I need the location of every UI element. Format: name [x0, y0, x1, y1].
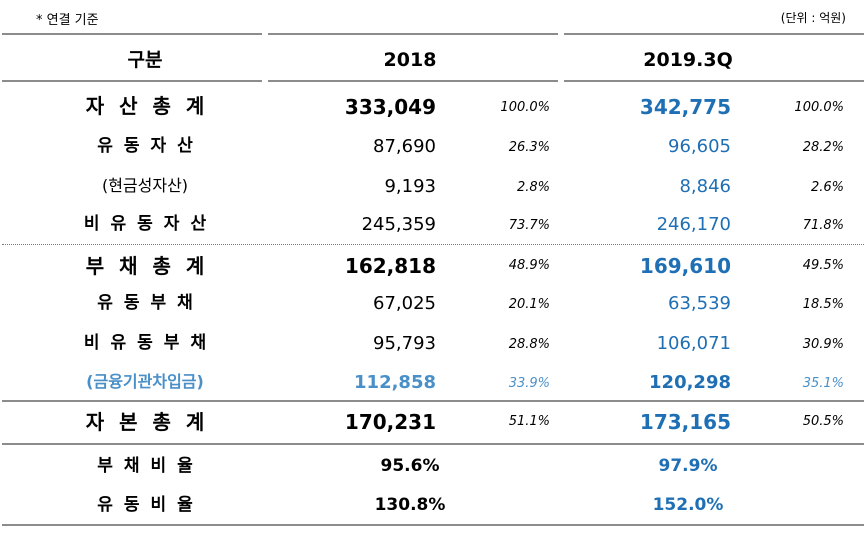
header-rule-2018	[268, 80, 558, 82]
row-current-liabilities-2019: 63,539	[668, 293, 731, 314]
ratio-current-2018: 130.8%	[374, 495, 446, 515]
row-current-liabilities-2019-pct: 18.5%	[802, 297, 844, 312]
row-total-equity-label: 자본총계	[85, 410, 220, 434]
row-total-liabilities-2018: 162,818	[344, 254, 436, 278]
row-current-liabilities-2018: 67,025	[373, 293, 436, 314]
row-total-assets-2018: 333,049	[344, 95, 436, 119]
row-total-liabilities-2019-pct: 49.5%	[802, 258, 844, 273]
row-current-assets-2018: 87,690	[373, 136, 436, 157]
ratio-debt-label: 부채비율	[97, 456, 204, 476]
row-current-assets-label: 유동자산	[97, 136, 204, 156]
row-bank-borrowings-2018-pct: 33.9%	[508, 376, 550, 391]
row-current-liabilities-2018-pct: 20.1%	[508, 297, 550, 312]
row-noncurrent-assets-2018-pct: 73.7%	[508, 218, 550, 233]
liabilities-divider	[2, 400, 864, 402]
row-total-assets-2018-pct: 100.0%	[500, 100, 550, 115]
row-bank-borrowings-2018: 112,858	[354, 372, 436, 393]
row-cash-equivalents-2019-pct: 2.6%	[810, 180, 844, 195]
row-total-equity-2019-pct: 50.5%	[802, 414, 844, 429]
top-rule-2019	[564, 33, 864, 35]
row-total-liabilities-2019: 169,610	[639, 254, 731, 278]
ratio-debt-2019: 97.9%	[658, 456, 718, 476]
row-noncurrent-assets-2018: 245,359	[361, 214, 436, 235]
row-noncurrent-liabilities-label: 비유동부채	[83, 333, 218, 353]
row-total-equity-2018: 170,231	[344, 410, 436, 434]
row-current-assets-2019-pct: 28.2%	[802, 140, 844, 155]
header-rule-category	[2, 80, 262, 82]
row-total-equity-2019: 173,165	[639, 410, 731, 434]
assets-divider	[2, 244, 864, 245]
row-cash-equivalents-2018-pct: 2.8%	[516, 180, 550, 195]
row-noncurrent-liabilities-2019: 106,071	[656, 333, 731, 354]
row-total-assets-2019-pct: 100.0%	[794, 100, 844, 115]
row-noncurrent-assets-label: 비유동자산	[83, 214, 218, 234]
header-2019-3q: 2019.3Q	[643, 49, 733, 71]
bottom-rule	[2, 524, 864, 526]
row-bank-borrowings-label: (금융기관차입금)	[86, 372, 204, 391]
row-noncurrent-liabilities-2018-pct: 28.8%	[508, 337, 550, 352]
row-noncurrent-assets-2019-pct: 71.8%	[802, 218, 844, 233]
row-total-assets-label: 자산총계	[85, 94, 220, 118]
row-current-liabilities-label: 유동부채	[97, 293, 204, 313]
row-current-assets-2018-pct: 26.3%	[508, 140, 550, 155]
row-cash-equivalents-2018: 9,193	[384, 176, 436, 197]
row-cash-equivalents-label: (현금성자산)	[101, 176, 189, 195]
equity-divider	[2, 443, 864, 445]
row-current-assets-2019: 96,605	[668, 136, 731, 157]
ratio-current-2019: 152.0%	[652, 495, 724, 515]
unit-note: (단위 : 억원)	[780, 11, 846, 25]
row-total-equity-2018-pct: 51.1%	[508, 414, 550, 429]
row-noncurrent-liabilities-2018: 95,793	[373, 333, 436, 354]
row-cash-equivalents-2019: 8,846	[679, 176, 731, 197]
ratio-debt-2018: 95.6%	[380, 456, 440, 476]
ratio-current-label: 유동비율	[97, 495, 204, 515]
row-total-assets-2019: 342,775	[639, 95, 731, 119]
header-rule-2019	[564, 80, 864, 82]
consolidated-basis-note: * 연결 기준	[36, 13, 99, 28]
top-rule-category	[2, 33, 262, 35]
top-rule-2018	[268, 33, 558, 35]
row-noncurrent-assets-2019: 246,170	[656, 214, 731, 235]
header-2018: 2018	[383, 49, 437, 71]
row-noncurrent-liabilities-2019-pct: 30.9%	[802, 337, 844, 352]
row-total-liabilities-label: 부채총계	[85, 254, 220, 278]
row-bank-borrowings-2019: 120,298	[649, 372, 731, 393]
header-category: 구분	[127, 49, 163, 71]
row-total-liabilities-2018-pct: 48.9%	[508, 258, 550, 273]
row-bank-borrowings-2019-pct: 35.1%	[802, 376, 844, 391]
